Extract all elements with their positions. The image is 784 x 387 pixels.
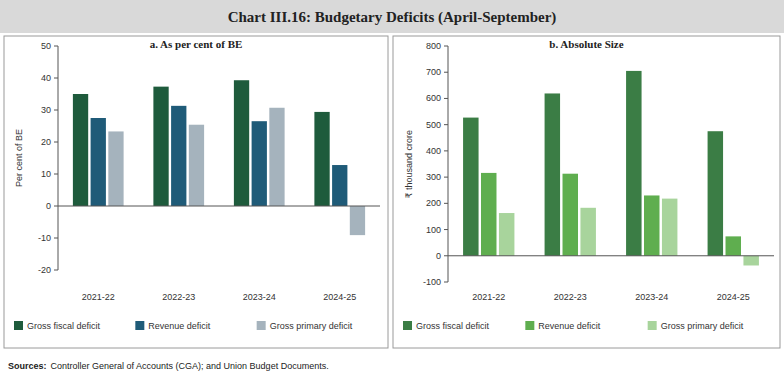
y-tick [444,229,448,230]
legend-label: Gross fiscal deficit [27,321,101,331]
legend-label: Gross fiscal deficit [416,321,490,331]
y-tick-label: -100 [423,277,441,287]
bar [234,80,249,206]
bars [73,80,365,235]
y-tick [444,72,448,73]
y-tick [444,150,448,151]
bar [743,256,758,266]
x-tick-label: 2024-25 [717,292,750,302]
bar [626,71,641,256]
bar [350,206,365,235]
y-tick [54,78,58,79]
y-tick-label: -10 [38,233,51,243]
bar [108,131,123,206]
bar [332,165,347,206]
y-tick [54,206,58,207]
y-axis-label: Per cent of BE [14,129,24,187]
y-tick-label: 20 [41,137,51,147]
x-tick-label: 2023-24 [635,292,668,302]
legend-swatch [257,321,266,330]
bar [644,195,659,255]
y-tick [444,282,448,283]
y-tick-label: 0 [436,251,441,261]
y-axis-line [58,46,59,270]
y-tick [54,174,58,175]
y-tick [444,255,448,256]
bar [708,131,723,256]
header-band [0,0,784,33]
bar [662,199,677,256]
y-tick-label: 200 [426,198,441,208]
bar [314,112,329,206]
y-tick [444,203,448,204]
y-tick [54,110,58,111]
chart-root: Chart III.16: Budgetary Deficits (April-… [0,0,784,387]
x-tick-label: 2023-24 [243,292,276,302]
legend-swatch [14,321,23,330]
y-tick-label: 400 [426,146,441,156]
legend-swatch [648,321,657,330]
source-text: Controller General of Accounts (CGA); an… [51,361,329,371]
y-tick-label: 0 [46,201,51,211]
y-tick-label: 800 [426,41,441,51]
y-tick [54,142,58,143]
bar [580,208,595,256]
y-tick-label: 100 [426,225,441,235]
legend-swatch [525,321,534,330]
legend-label: Gross primary deficit [270,321,353,331]
legend-label: Gross primary deficit [661,321,744,331]
zero-line [448,255,774,256]
panel-border [393,36,780,348]
bar [726,236,741,255]
source-label: Sources: [8,361,47,371]
bars [463,71,759,266]
chart-title: Chart III.16: Budgetary Deficits (April-… [228,9,557,26]
legend-label: Revenue deficit [538,321,601,331]
y-tick [54,270,58,271]
y-tick-label: 300 [426,172,441,182]
y-tick [444,46,448,47]
y-tick [444,124,448,125]
bar [563,174,578,256]
y-tick-label: 40 [41,73,51,83]
y-tick [444,177,448,178]
bar [545,93,560,255]
x-tick-label: 2022-23 [162,292,195,302]
y-tick-label: 10 [41,169,51,179]
x-tick-label: 2021-22 [472,292,505,302]
y-tick-label: 700 [426,67,441,77]
y-tick [54,46,58,47]
y-axis-label: ₹ thousand crore [404,130,414,198]
y-tick-label: 30 [41,105,51,115]
legend-swatch [135,321,144,330]
bar [463,118,478,256]
zero-line [58,206,380,207]
y-tick-label: 50 [41,41,51,51]
bar [73,94,88,206]
panel-title: a. As per cent of BE [150,38,243,50]
x-tick-label: 2024-25 [323,292,356,302]
source: Sources: Controller General of Accounts (… [8,361,329,371]
bar [252,121,267,206]
bar [91,118,106,206]
panel-title: b. Absolute Size [549,38,623,50]
y-tick-label: 500 [426,120,441,130]
bar [171,106,186,206]
x-tick-label: 2021-22 [82,292,115,302]
y-tick-label: 600 [426,93,441,103]
bar [499,213,514,256]
panel-border [4,36,388,348]
legend-swatch [403,321,412,330]
bar [481,173,496,256]
y-tick-label: -20 [38,265,51,275]
bar [189,125,204,206]
x-tick-label: 2022-23 [554,292,587,302]
bar [153,87,168,206]
y-tick [444,98,448,99]
y-tick [54,238,58,239]
legend-label: Revenue deficit [148,321,211,331]
y-axis-line [448,46,449,282]
bar [269,108,284,206]
